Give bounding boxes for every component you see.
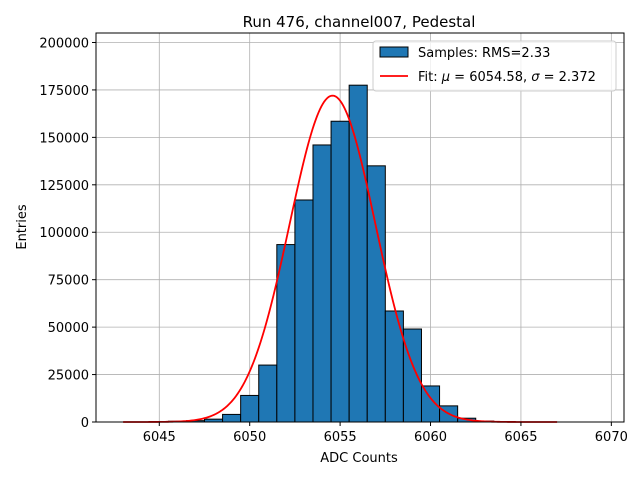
legend-samples-swatch bbox=[379, 46, 409, 58]
y-tick-label: 125000 bbox=[39, 179, 89, 194]
histogram-bars bbox=[167, 84, 495, 423]
legend: Samples: RMS=2.33 Fit: μ = 6054.58, σ = … bbox=[372, 40, 617, 92]
y-tick-label: 150000 bbox=[39, 131, 89, 146]
histogram-bar bbox=[240, 394, 260, 423]
histogram-bar bbox=[312, 144, 332, 423]
legend-fit-prefix: Fit: bbox=[418, 70, 442, 85]
fit-curve bbox=[123, 94, 558, 423]
legend-mu-value: = 6054.58, bbox=[450, 70, 531, 85]
histogram-bar bbox=[294, 199, 314, 423]
plot-frame bbox=[95, 32, 625, 423]
x-tick-label: 6065 bbox=[504, 430, 537, 445]
chart-title: Run 476, channel007, Pedestal bbox=[243, 13, 476, 31]
fit-curve-group bbox=[123, 94, 558, 423]
legend-sigma-symbol: σ bbox=[531, 70, 540, 85]
x-tick-label: 6070 bbox=[595, 430, 628, 445]
histogram-bar bbox=[348, 84, 368, 423]
legend-fit-label: Fit: μ = 6054.58, σ = 2.372 bbox=[418, 70, 596, 85]
y-tick-label: 175000 bbox=[39, 84, 89, 99]
x-tick-label: 6045 bbox=[143, 430, 176, 445]
x-tick-label: 6060 bbox=[414, 430, 447, 445]
histogram-bar bbox=[366, 165, 386, 423]
y-tick-label: 200000 bbox=[39, 36, 89, 51]
y-tick-label: 0 bbox=[81, 416, 89, 431]
histogram-bar bbox=[402, 328, 422, 423]
x-axis-label: ADC Counts bbox=[320, 451, 398, 466]
y-axis-label: Entries bbox=[15, 204, 30, 250]
y-tick-label: 50000 bbox=[48, 321, 89, 336]
y-tick-label: 100000 bbox=[39, 226, 89, 241]
y-axis-ticks: 0 25000 50000 75000 100000 125000 150000 175000… bbox=[39, 36, 96, 431]
y-tick-label: 25000 bbox=[48, 369, 89, 384]
legend-samples-label: Samples: RMS=2.33 bbox=[418, 46, 550, 61]
histogram-bar bbox=[330, 120, 350, 423]
x-tick-label: 6050 bbox=[233, 430, 266, 445]
histogram-bar bbox=[222, 413, 242, 423]
x-tick-label: 6055 bbox=[324, 430, 357, 445]
legend-mu-symbol: μ bbox=[441, 70, 450, 85]
x-axis-ticks: 6045 6050 6055 6060 6065 6070 bbox=[143, 422, 628, 445]
legend-box bbox=[372, 40, 617, 92]
histogram-bar bbox=[258, 364, 278, 423]
y-tick-label: 75000 bbox=[48, 274, 89, 289]
legend-sigma-value: = 2.372 bbox=[539, 70, 595, 85]
